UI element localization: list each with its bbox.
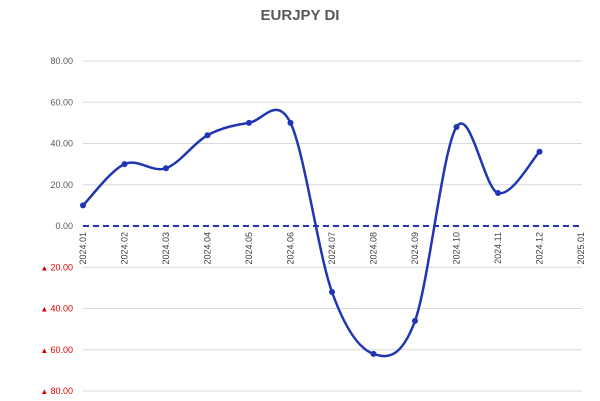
negative-triangle-icon: ▲ — [40, 305, 50, 314]
data-point — [453, 124, 460, 130]
y-tick-label: 60.00 — [50, 97, 73, 107]
y-tick-label: 20.00 — [50, 180, 73, 190]
data-point — [121, 161, 128, 168]
data-point — [495, 190, 501, 196]
data-point — [329, 289, 335, 295]
chart-title: EURJPY DI — [260, 7, 340, 24]
x-axis-tick-labels: 2024.01 2024.02 2024.03 2024.04 2024.05 2024.… — [78, 232, 586, 265]
y-tick-label: 0.00 — [55, 221, 73, 231]
data-point — [370, 350, 377, 357]
x-tick-label: 2024.07 — [327, 232, 337, 265]
grid-lines — [83, 60, 582, 392]
y-tick-value: 80.00 — [50, 386, 73, 396]
x-tick-label: 2024.05 — [244, 232, 254, 265]
x-tick-label: 2024.04 — [203, 232, 213, 265]
x-tick-label: 2024.12 — [535, 232, 545, 265]
negative-triangle-icon: ▲ — [40, 346, 50, 355]
series-group — [80, 108, 543, 358]
y-tick-value: 40.00 — [50, 304, 73, 314]
y-tick-value: 20.00 — [50, 262, 73, 272]
data-point — [412, 317, 418, 324]
x-tick-label: 2024.10 — [452, 232, 462, 265]
data-point — [287, 119, 294, 126]
x-tick-label: 2024.02 — [120, 232, 130, 265]
data-point — [204, 132, 211, 139]
x-tick-label: 2024.01 — [78, 232, 88, 265]
data-point — [163, 165, 169, 172]
y-tick-value: 20.00 — [50, 180, 73, 190]
x-tick-label: 2024.06 — [286, 232, 296, 265]
y-tick-value: 80.00 — [50, 56, 73, 66]
x-tick-label: 2024.09 — [410, 232, 420, 265]
y-tick-value: 60.00 — [50, 345, 73, 355]
y-tick-label: ▲ 20.00 — [40, 262, 73, 272]
y-tick-label: ▲ 60.00 — [40, 345, 73, 355]
x-tick-label: 2024.03 — [161, 232, 171, 265]
y-tick-value: 40.00 — [50, 139, 73, 149]
x-tick-label: 2024.08 — [369, 232, 379, 265]
x-tick-label: 2025.01 — [576, 232, 586, 265]
series-line — [82, 108, 541, 358]
data-point — [80, 202, 86, 209]
y-tick-value: 0.00 — [55, 221, 73, 231]
negative-triangle-icon: ▲ — [40, 263, 50, 272]
data-point — [246, 119, 252, 126]
y-tick-label: ▲ 40.00 — [40, 304, 73, 314]
negative-triangle-icon: ▲ — [40, 387, 50, 396]
x-tick-label: 2024.11 — [493, 232, 503, 264]
y-tick-value: 60.00 — [50, 97, 73, 107]
y-tick-label: 40.00 — [50, 139, 73, 149]
y-tick-label: ▲ 80.00 — [40, 386, 73, 396]
data-point — [536, 148, 543, 155]
y-tick-label: 80.00 — [50, 56, 73, 66]
